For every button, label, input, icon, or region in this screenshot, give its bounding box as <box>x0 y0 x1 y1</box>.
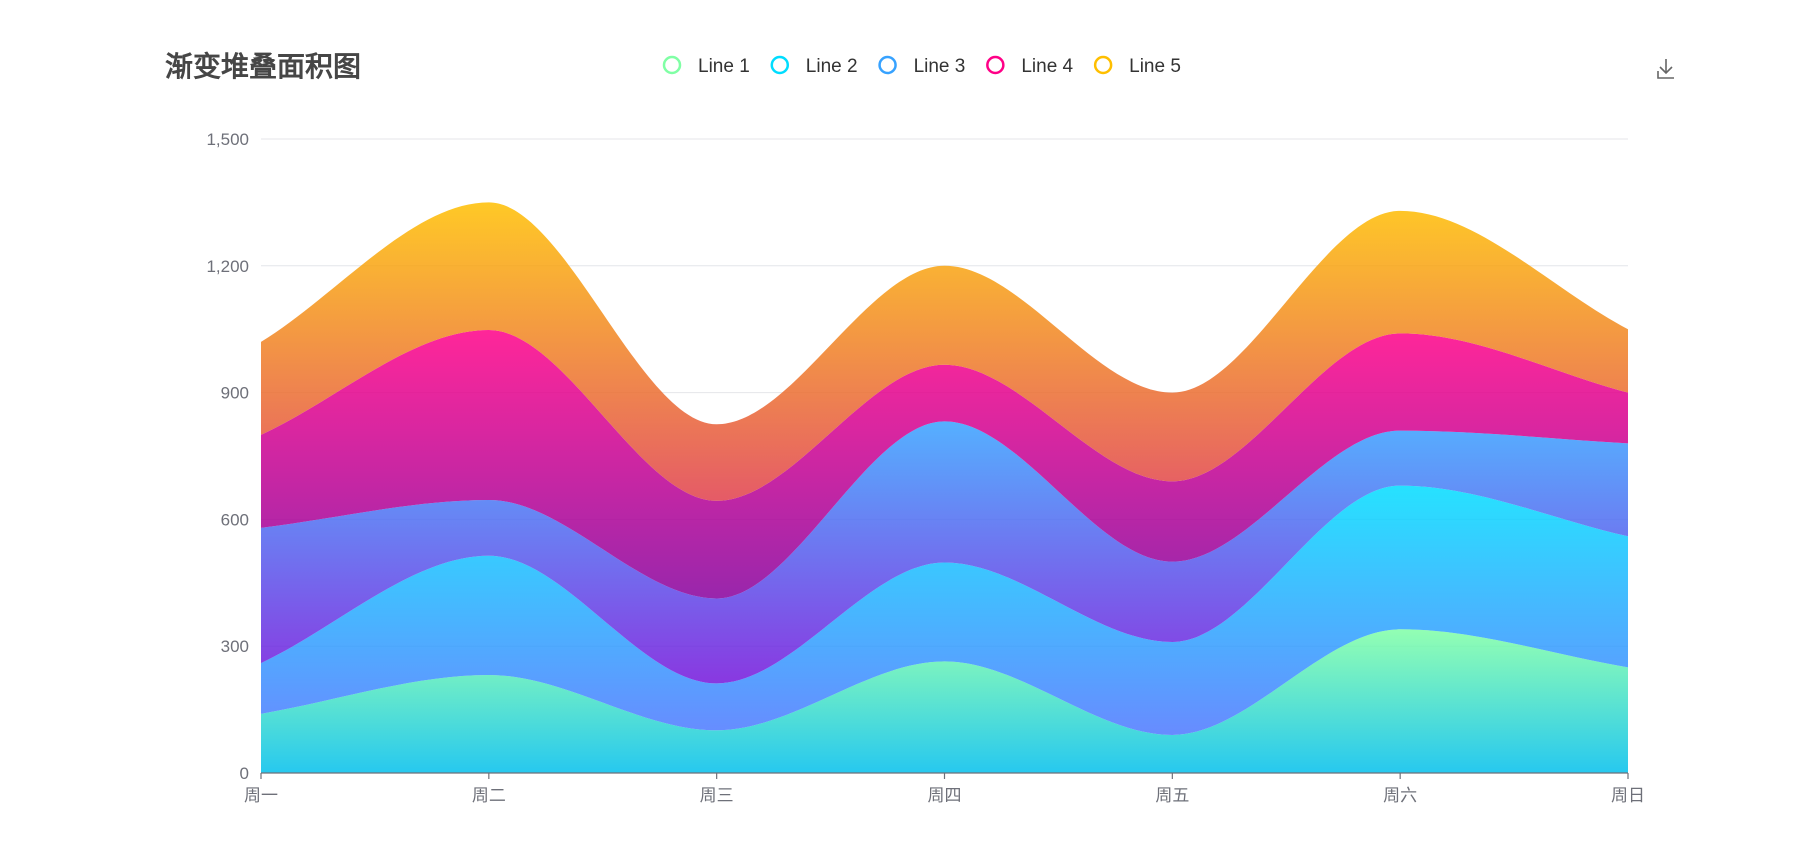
area-line-2[interactable] <box>261 485 1628 735</box>
area-series <box>261 202 1628 773</box>
y-tick-label: 300 <box>221 637 249 656</box>
y-tick-label: 900 <box>221 384 249 403</box>
axes: 周一 周二 周三 周四 周五 周六 周日 <box>244 772 1645 806</box>
download-button[interactable] <box>1651 51 1679 83</box>
x-tick-label: 周四 <box>928 786 962 806</box>
legend-marker <box>1093 55 1113 75</box>
legend-item[interactable]: Line 4 <box>986 55 1074 77</box>
chart-title: 渐变堆叠面积图 <box>165 50 361 83</box>
x-tick-label: 周日 <box>1611 786 1645 806</box>
area-line-4[interactable] <box>261 330 1628 599</box>
y-tick-label: 600 <box>221 510 249 529</box>
legend-item[interactable]: Line 1 <box>662 55 750 77</box>
legend-label: Line 3 <box>914 56 966 77</box>
download-icon <box>1657 59 1674 79</box>
y-tick-label: 1,500 <box>206 130 249 149</box>
area-line-3[interactable] <box>261 421 1628 684</box>
legend-item[interactable]: Line 3 <box>878 55 966 77</box>
area-line-1[interactable] <box>261 629 1628 773</box>
legend-label: Line 1 <box>698 56 750 77</box>
x-tick-label: 周二 <box>472 786 506 806</box>
x-tick-label: 周五 <box>1155 786 1189 806</box>
y-tick-label: 0 <box>240 764 249 783</box>
legend-marker <box>878 55 897 75</box>
legend-label: Line 4 <box>1021 56 1073 77</box>
legend: Line 1 Line 2 Line 3 Line 4 Line 5 <box>662 55 1181 77</box>
legend-marker <box>662 55 682 75</box>
legend-label: Line 2 <box>806 56 858 77</box>
x-tick-label: 周一 <box>244 786 278 806</box>
legend-label: Line 5 <box>1129 56 1181 77</box>
y-tick-label: 1,200 <box>206 257 249 276</box>
legend-marker <box>770 55 790 75</box>
legend-item[interactable]: Line 2 <box>770 55 858 77</box>
legend-item[interactable]: Line 5 <box>1093 55 1181 77</box>
x-tick-label: 周六 <box>1383 786 1417 806</box>
legend-marker <box>986 55 1005 75</box>
x-tick-label: 周三 <box>700 786 734 806</box>
area-line-5[interactable] <box>261 202 1628 501</box>
